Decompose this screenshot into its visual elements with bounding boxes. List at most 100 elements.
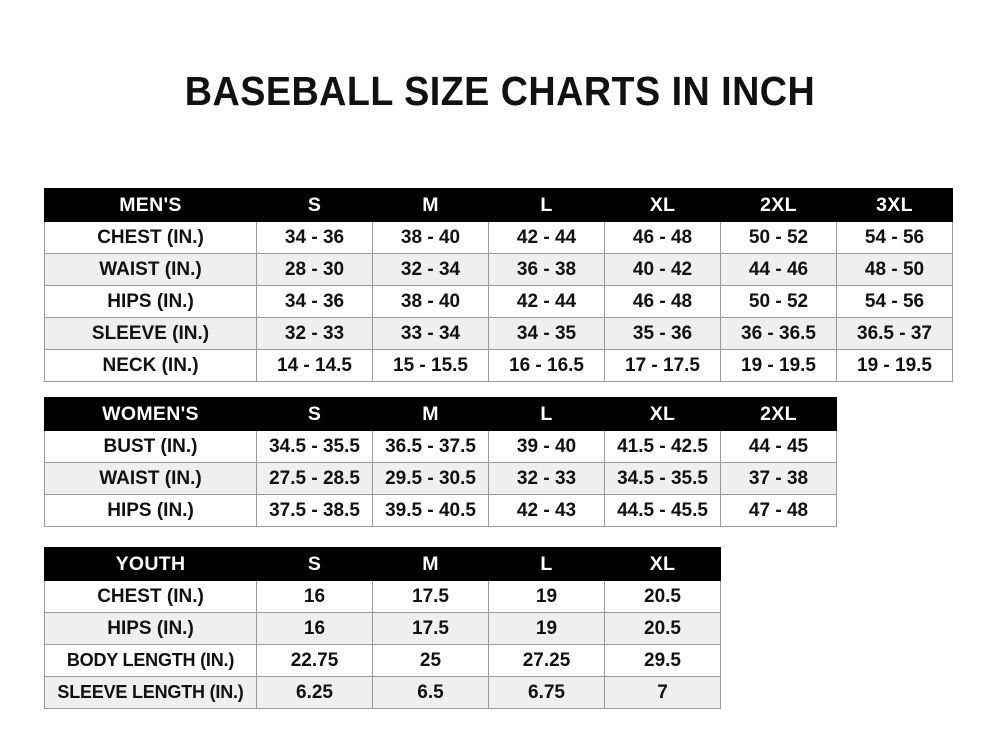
cell-value: 20.5 xyxy=(604,580,721,613)
cell-value: 27.25 xyxy=(488,644,605,677)
cell-value: 36.5 - 37.5 xyxy=(372,430,489,463)
cell-value: 29.5 - 30.5 xyxy=(372,462,489,495)
cell-value: 16 - 16.5 xyxy=(488,349,605,382)
cell-value: 29.5 xyxy=(604,644,721,677)
column-header-m: M xyxy=(372,397,489,431)
column-header-3xl: 3XL xyxy=(836,188,953,222)
table-row: NECK (IN.) 14 - 14.5 15 - 15.5 16 - 16.5… xyxy=(44,349,953,382)
row-label: HIPS (IN.) xyxy=(44,285,257,318)
table-row: WAIST (IN.) 27.5 - 28.5 29.5 - 30.5 32 -… xyxy=(44,462,837,495)
mens-size-table: MEN'S S M L XL 2XL 3XL CHEST (IN.) 34 - … xyxy=(44,188,953,382)
column-header-s: S xyxy=(256,547,373,581)
cell-value: 40 - 42 xyxy=(604,253,721,286)
cell-value: 50 - 52 xyxy=(720,285,837,318)
cell-value: 32 - 33 xyxy=(256,317,373,350)
cell-value: 17 - 17.5 xyxy=(604,349,721,382)
cell-value: 54 - 56 xyxy=(836,221,953,254)
cell-value: 32 - 34 xyxy=(372,253,489,286)
cell-value: 37 - 38 xyxy=(720,462,837,495)
cell-value: 42 - 44 xyxy=(488,221,605,254)
cell-value: 19 - 19.5 xyxy=(720,349,837,382)
cell-value: 22.75 xyxy=(256,644,373,677)
column-header-2xl: 2XL xyxy=(720,397,837,431)
row-label: SLEEVE (IN.) xyxy=(44,317,257,350)
cell-value: 6.75 xyxy=(488,676,605,709)
cell-value: 17.5 xyxy=(372,580,489,613)
table-row: CHEST (IN.) 34 - 36 38 - 40 42 - 44 46 -… xyxy=(44,221,953,254)
row-label: WAIST (IN.) xyxy=(44,253,257,286)
cell-value: 34 - 35 xyxy=(488,317,605,350)
column-header-xl: XL xyxy=(604,547,721,581)
table-row: BODY LENGTH (IN.) 22.75 25 27.25 29.5 xyxy=(44,644,721,677)
cell-value: 41.5 - 42.5 xyxy=(604,430,721,463)
cell-value: 15 - 15.5 xyxy=(372,349,489,382)
column-header-xl: XL xyxy=(604,188,721,222)
column-header-m: M xyxy=(372,547,489,581)
cell-value: 47 - 48 xyxy=(720,494,837,527)
column-header-s: S xyxy=(256,397,373,431)
cell-value: 38 - 40 xyxy=(372,285,489,318)
cell-value: 44 - 45 xyxy=(720,430,837,463)
cell-value: 35 - 36 xyxy=(604,317,721,350)
cell-value: 34.5 - 35.5 xyxy=(604,462,721,495)
table-row: SLEEVE LENGTH (IN.) 6.25 6.5 6.75 7 xyxy=(44,676,721,709)
row-label: HIPS (IN.) xyxy=(44,612,257,645)
womens-size-table: WOMEN'S S M L XL 2XL BUST (IN.) 34.5 - 3… xyxy=(44,397,837,527)
cell-value: 46 - 48 xyxy=(604,285,721,318)
column-header-2xl: 2XL xyxy=(720,188,837,222)
cell-value: 20.5 xyxy=(604,612,721,645)
cell-value: 16 xyxy=(256,580,373,613)
row-label: BODY LENGTH (IN.) xyxy=(44,644,257,677)
column-header-xl: XL xyxy=(604,397,721,431)
cell-value: 7 xyxy=(604,676,721,709)
cell-value: 25 xyxy=(372,644,489,677)
cell-value: 36.5 - 37 xyxy=(836,317,953,350)
cell-value: 34 - 36 xyxy=(256,285,373,318)
cell-value: 14 - 14.5 xyxy=(256,349,373,382)
cell-value: 44 - 46 xyxy=(720,253,837,286)
cell-value: 44.5 - 45.5 xyxy=(604,494,721,527)
cell-value: 46 - 48 xyxy=(604,221,721,254)
cell-value: 19 - 19.5 xyxy=(836,349,953,382)
column-header-category: MEN'S xyxy=(44,188,257,222)
row-label: CHEST (IN.) xyxy=(44,580,257,613)
cell-value: 34.5 - 35.5 xyxy=(256,430,373,463)
table-row: BUST (IN.) 34.5 - 35.5 36.5 - 37.5 39 - … xyxy=(44,430,837,463)
row-label: WAIST (IN.) xyxy=(44,462,257,495)
row-label: SLEEVE LENGTH (IN.) xyxy=(44,676,257,709)
table-row: CHEST (IN.) 16 17.5 19 20.5 xyxy=(44,580,721,613)
column-header-l: L xyxy=(488,397,605,431)
column-header-m: M xyxy=(372,188,489,222)
cell-value: 36 - 36.5 xyxy=(720,317,837,350)
cell-value: 36 - 38 xyxy=(488,253,605,286)
table-row: WAIST (IN.) 28 - 30 32 - 34 36 - 38 40 -… xyxy=(44,253,953,286)
row-label: HIPS (IN.) xyxy=(44,494,257,527)
cell-value: 17.5 xyxy=(372,612,489,645)
table-row: HIPS (IN.) 34 - 36 38 - 40 42 - 44 46 - … xyxy=(44,285,953,318)
column-header-l: L xyxy=(488,188,605,222)
cell-value: 54 - 56 xyxy=(836,285,953,318)
cell-value: 19 xyxy=(488,612,605,645)
cell-value: 39 - 40 xyxy=(488,430,605,463)
cell-value: 28 - 30 xyxy=(256,253,373,286)
cell-value: 50 - 52 xyxy=(720,221,837,254)
cell-value: 6.25 xyxy=(256,676,373,709)
column-header-category: YOUTH xyxy=(44,547,257,581)
cell-value: 37.5 - 38.5 xyxy=(256,494,373,527)
row-label: NECK (IN.) xyxy=(44,349,257,382)
page-title: BASEBALL SIZE CHARTS IN INCH xyxy=(184,68,816,114)
table-row: HIPS (IN.) 16 17.5 19 20.5 xyxy=(44,612,721,645)
cell-value: 48 - 50 xyxy=(836,253,953,286)
cell-value: 33 - 34 xyxy=(372,317,489,350)
cell-value: 42 - 43 xyxy=(488,494,605,527)
row-label: CHEST (IN.) xyxy=(44,221,257,254)
cell-value: 32 - 33 xyxy=(488,462,605,495)
column-header-s: S xyxy=(256,188,373,222)
youth-size-table: YOUTH S M L XL CHEST (IN.) 16 17.5 19 20… xyxy=(44,547,721,709)
cell-value: 6.5 xyxy=(372,676,489,709)
cell-value: 34 - 36 xyxy=(256,221,373,254)
column-header-l: L xyxy=(488,547,605,581)
cell-value: 27.5 - 28.5 xyxy=(256,462,373,495)
table-row: HIPS (IN.) 37.5 - 38.5 39.5 - 40.5 42 - … xyxy=(44,494,837,527)
table-row: SLEEVE (IN.) 32 - 33 33 - 34 34 - 35 35 … xyxy=(44,317,953,350)
